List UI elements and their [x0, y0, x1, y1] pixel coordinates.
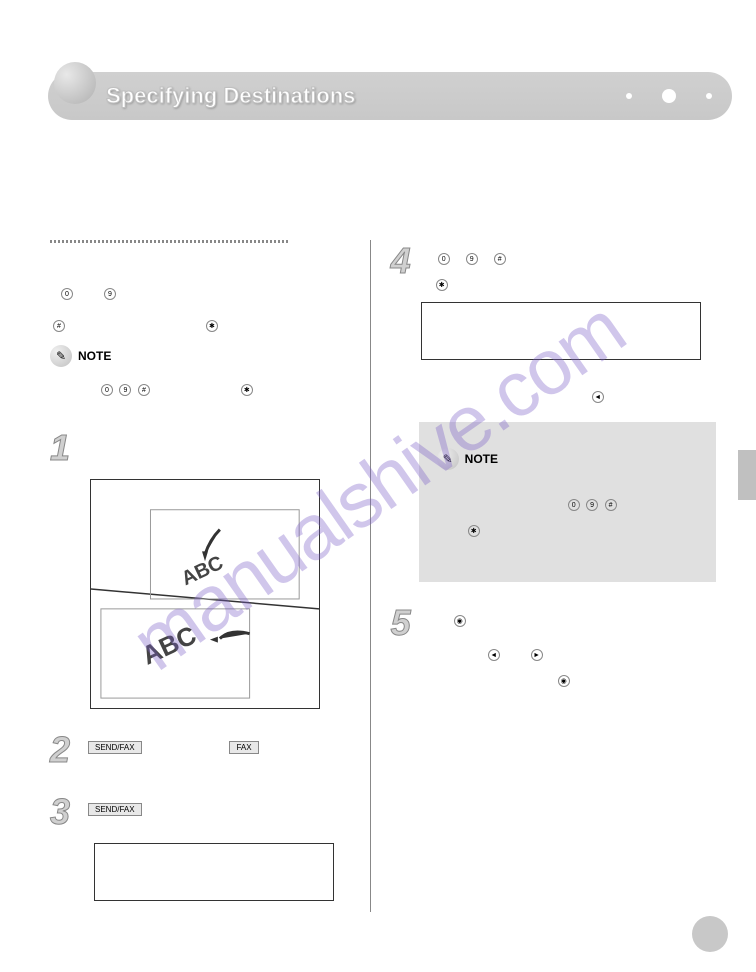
key-star-icon: ✱ [436, 279, 448, 291]
pencil-icon: ✎ [50, 345, 72, 367]
key-row: ✱ [467, 520, 698, 538]
key-nine-icon: 9 [119, 384, 131, 396]
step-number-1: 1 [50, 427, 86, 469]
step-number-2: 2 [50, 729, 86, 771]
key-nine-icon: 9 [104, 288, 116, 300]
key-left-icon: ◄ [592, 391, 604, 403]
step-2: 2 SEND/FAX FAX [50, 729, 350, 771]
key-nine-icon: 9 [586, 499, 598, 511]
key-star-icon: ✱ [206, 320, 218, 332]
scanner-illustration: ABC ABC [90, 479, 320, 709]
step-1: 1 [50, 427, 350, 469]
note-label: NOTE [78, 349, 111, 363]
pencil-icon: ✎ [437, 448, 459, 470]
key-right-icon: ► [531, 649, 543, 661]
step-number-3: 3 [50, 791, 86, 833]
key-hash-icon: # [605, 499, 617, 511]
content-area: 0 9 # ✱ ✎ NOTE 0 9 # ✱ 1 [50, 240, 716, 912]
header-title: Specifying Destinations [106, 83, 355, 109]
key-hash-icon: # [53, 320, 65, 332]
key-zero-icon: 0 [438, 253, 450, 265]
key-indicator: ◄ [591, 386, 716, 404]
sendfax-button: SEND/FAX [88, 803, 142, 816]
key-nine-icon: 9 [466, 253, 478, 265]
dot-icon [626, 93, 632, 99]
sendfax-button: SEND/FAX [88, 741, 142, 754]
key-left-icon: ◄ [488, 649, 500, 661]
note-box: ✎ NOTE 0 9 # ✱ [419, 422, 716, 582]
step-4-content: 0 9 # ✱ [427, 240, 716, 292]
dot-icon [706, 93, 712, 99]
key-hash-icon: # [494, 253, 506, 265]
page-number-circle [692, 916, 728, 952]
key-row: # ✱ [52, 315, 350, 333]
step-5: 5 ◉ ◄ ► ◉ [391, 602, 716, 688]
left-column: 0 9 # ✱ ✎ NOTE 0 9 # ✱ 1 [50, 240, 370, 912]
key-start-icon: ◉ [454, 615, 466, 627]
note-block: ✎ NOTE [437, 448, 698, 470]
header-banner: Specifying Destinations [48, 72, 732, 120]
key-zero-icon: 0 [61, 288, 73, 300]
section-divider [50, 240, 290, 243]
step-4: 4 0 9 # ✱ [391, 240, 716, 292]
key-illustration: 0 9 [60, 283, 350, 301]
key-start-icon: ◉ [558, 675, 570, 687]
dot-icon [662, 89, 676, 103]
key-zero-icon: 0 [568, 499, 580, 511]
key-star-icon: ✱ [241, 384, 253, 396]
header-dots [626, 89, 712, 103]
key-zero-icon: 0 [101, 384, 113, 396]
step-2-content: SEND/FAX FAX [86, 729, 350, 755]
side-tab [738, 450, 756, 500]
key-star-icon: ✱ [468, 525, 480, 537]
note-block: ✎ NOTE [50, 345, 350, 367]
step-number-4: 4 [391, 240, 427, 282]
lcd-display-box [94, 843, 334, 901]
step-number-5: 5 [391, 602, 427, 644]
right-column: 4 0 9 # ✱ ◄ ✎ NOTE [370, 240, 716, 912]
key-row: 0 9 # ✱ [100, 379, 350, 397]
key-row: 0 9 # [567, 494, 698, 512]
step-3: 3 SEND/FAX [50, 791, 350, 833]
step-5-content: ◉ ◄ ► ◉ [427, 602, 716, 688]
header-sphere-icon [54, 62, 96, 104]
note-label: NOTE [465, 452, 498, 466]
step-3-content: SEND/FAX [86, 791, 350, 817]
key-hash-icon: # [138, 384, 150, 396]
fax-button: FAX [229, 741, 258, 754]
lcd-display-box [421, 302, 701, 360]
